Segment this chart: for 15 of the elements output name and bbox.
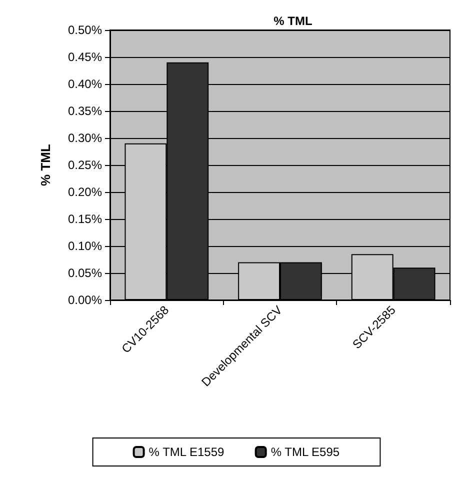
y-tick-label: 0.15% [68, 212, 102, 226]
y-tick-label: 0.50% [68, 23, 102, 37]
y-tick-label: 0.40% [68, 77, 102, 91]
y-tick-label: 0.45% [68, 50, 102, 64]
y-tick-label: 0.35% [68, 104, 102, 118]
legend-label: % TML E1559 [148, 445, 224, 459]
legend-label: % TML E595 [270, 445, 340, 459]
y-tick-label: 0.30% [68, 131, 102, 145]
chart-title: % TML [274, 14, 312, 28]
y-axis-title: % TML [38, 144, 53, 186]
y-tick-label: 0.00% [68, 293, 102, 307]
y-tick-label: 0.25% [68, 158, 102, 172]
y-tick-label: 0.05% [68, 266, 102, 280]
y-tick-label: 0.10% [68, 239, 102, 253]
y-tick-label: 0.20% [68, 185, 102, 199]
